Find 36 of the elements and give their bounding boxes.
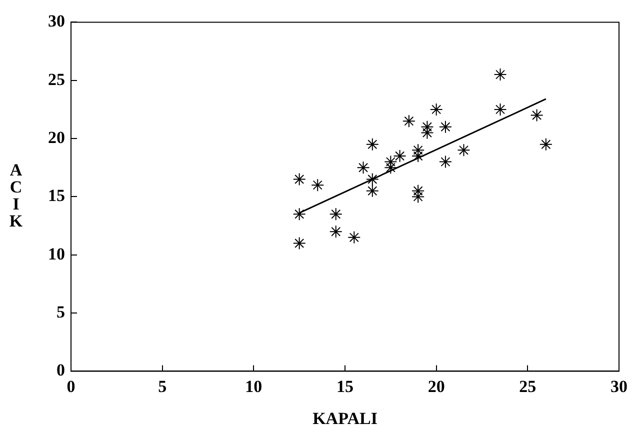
y-tick-label: 5 xyxy=(56,302,65,322)
y-tick-label: 20 xyxy=(48,128,65,147)
point xyxy=(530,108,544,122)
point xyxy=(539,138,552,151)
y-tick-label: 30 xyxy=(48,12,65,31)
point xyxy=(393,149,406,162)
x-tick-label: 20 xyxy=(428,376,445,396)
point xyxy=(457,144,470,157)
point xyxy=(292,208,306,221)
point xyxy=(292,172,306,186)
point xyxy=(402,114,416,128)
x-tick-label: 30 xyxy=(610,376,628,396)
x-tick-label: 5 xyxy=(158,376,167,396)
point xyxy=(311,178,324,192)
point xyxy=(494,102,507,116)
x-axis-title: KAPALI xyxy=(312,409,378,428)
x-tick-label: 25 xyxy=(519,376,536,396)
y-tick-label: 10 xyxy=(48,244,65,264)
point xyxy=(329,208,342,221)
y-axis-title: ACIK xyxy=(9,160,24,231)
point xyxy=(366,138,379,151)
y-tick-label: 25 xyxy=(48,70,65,89)
point xyxy=(438,155,452,168)
y-tick-label: 0 xyxy=(56,360,65,380)
x-tick-label: 15 xyxy=(336,376,354,396)
point xyxy=(430,102,443,116)
point xyxy=(292,236,306,250)
point xyxy=(366,184,379,198)
point xyxy=(366,172,379,186)
point xyxy=(348,230,361,244)
point xyxy=(356,161,370,174)
point xyxy=(438,120,452,134)
point xyxy=(494,68,507,82)
y-tick-label: 15 xyxy=(48,186,65,206)
x-tick-label: 10 xyxy=(245,376,262,396)
point xyxy=(329,225,342,238)
